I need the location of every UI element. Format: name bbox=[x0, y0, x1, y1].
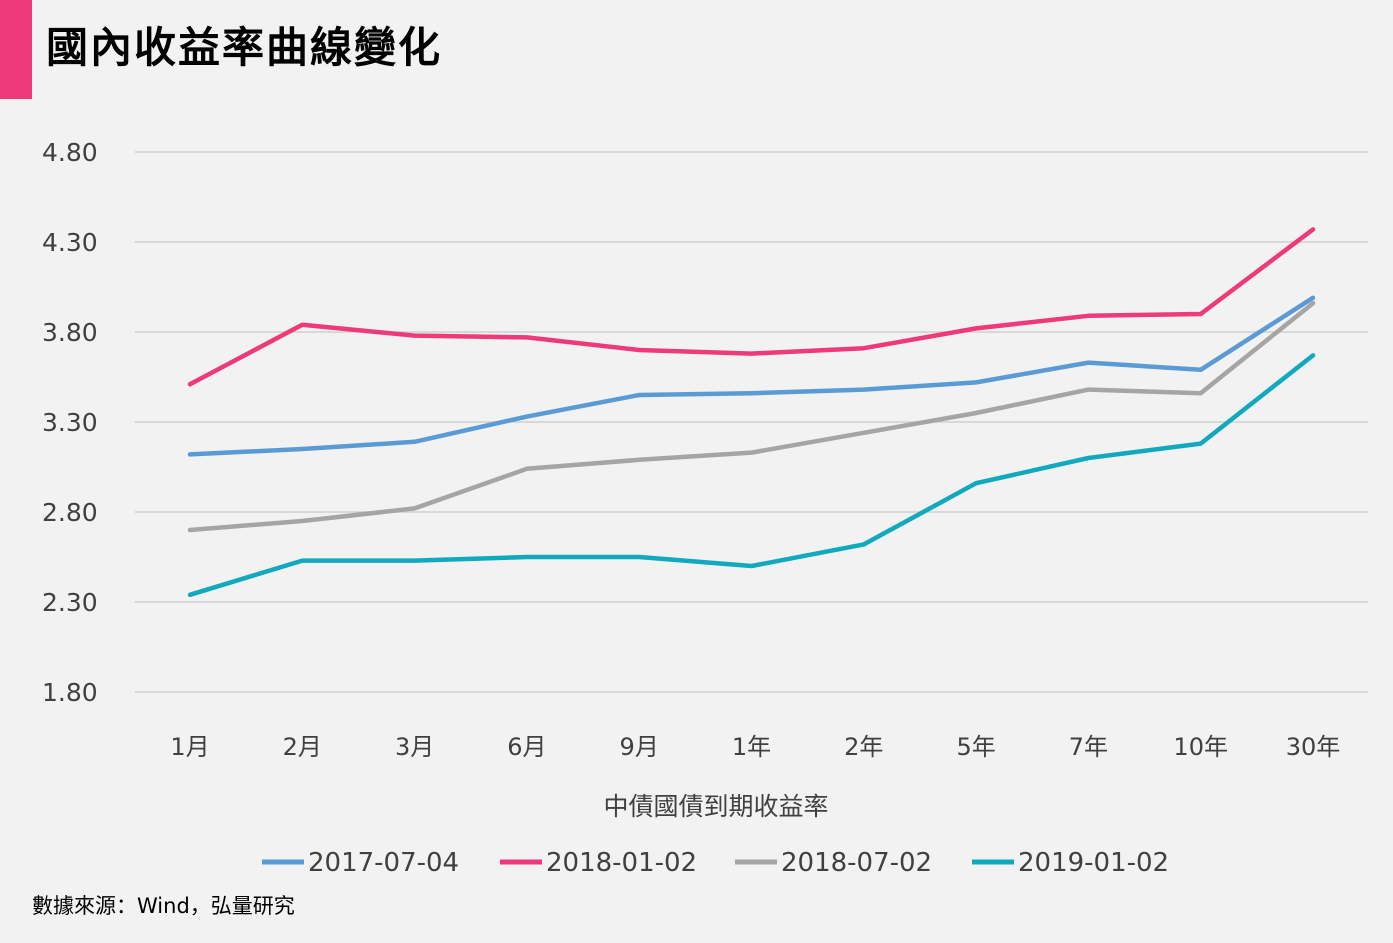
x-tick-label: 7年 bbox=[1069, 733, 1108, 761]
series-line bbox=[187, 227, 1316, 387]
x-tick-label: 5年 bbox=[956, 733, 995, 761]
x-tick-label: 30年 bbox=[1286, 733, 1341, 761]
series-line bbox=[187, 300, 1316, 533]
y-tick-label: 1.80 bbox=[42, 678, 98, 707]
legend-label: 2017-07-04 bbox=[308, 848, 459, 878]
x-tick-label: 9月 bbox=[620, 733, 659, 761]
legend-label: 2018-07-02 bbox=[781, 848, 932, 878]
legend-label: 2018-01-02 bbox=[546, 848, 697, 878]
x-tick-label: 1月 bbox=[170, 733, 209, 761]
y-tick-label: 4.80 bbox=[42, 138, 98, 167]
y-tick-label: 2.30 bbox=[42, 588, 98, 617]
x-tick-label: 2年 bbox=[844, 733, 883, 761]
y-tick-label: 2.80 bbox=[42, 498, 98, 527]
series-line bbox=[187, 353, 1316, 598]
y-tick-label: 4.30 bbox=[42, 228, 98, 257]
x-tick-label: 1年 bbox=[732, 733, 771, 761]
series-line bbox=[187, 295, 1316, 457]
x-tick-label: 3月 bbox=[395, 733, 434, 761]
x-tick-label: 6月 bbox=[507, 733, 546, 761]
x-axis-title: 中債國債到期收益率 bbox=[603, 792, 828, 821]
title-accent-bar bbox=[0, 0, 32, 99]
x-tick-label: 2月 bbox=[283, 733, 322, 761]
legend-label: 2019-01-02 bbox=[1018, 848, 1169, 878]
x-tick-label: 10年 bbox=[1173, 733, 1228, 761]
y-tick-label: 3.30 bbox=[42, 408, 98, 437]
source-note: 數據來源：Wind，弘量研究 bbox=[32, 894, 295, 918]
chart-title: 國內收益率曲線變化 bbox=[46, 23, 443, 72]
y-tick-label: 3.80 bbox=[42, 318, 98, 347]
